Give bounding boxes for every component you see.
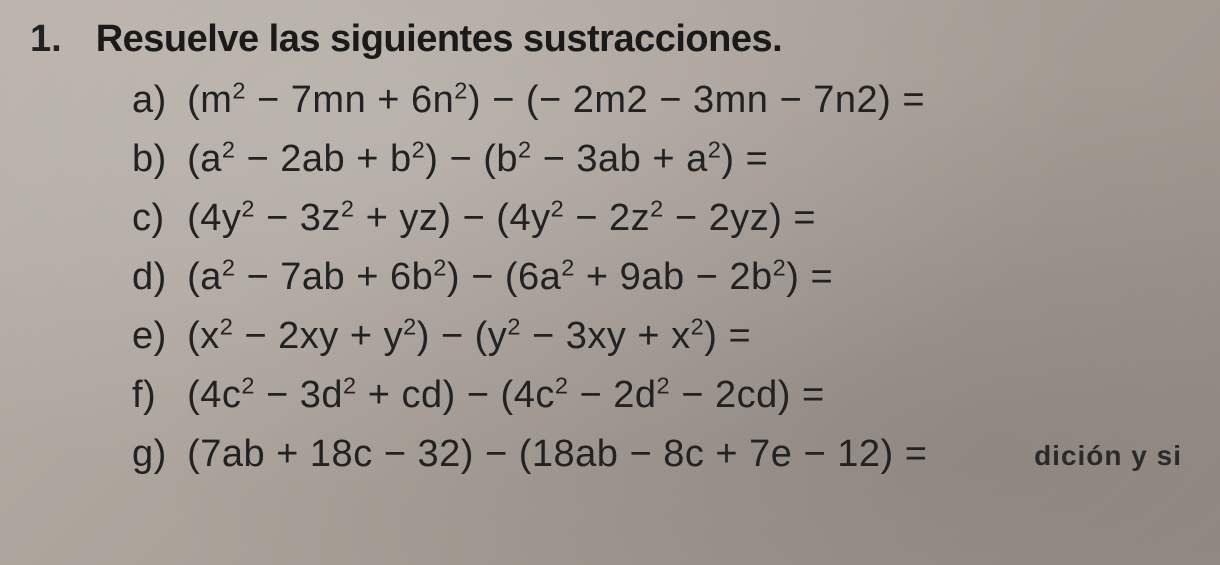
title-row: 1. Resuelve las siguientes sustracciones…	[30, 18, 1190, 61]
exercise-page: 1. Resuelve las siguientes sustracciones…	[0, 0, 1220, 476]
problem-a: a) (m2 − 7mn + 6n2) − (− 2m2 − 3mn − 7n2…	[132, 79, 1190, 122]
page-bottom-fragment: dición y si	[1034, 440, 1182, 472]
problem-expression: (7ab + 18c − 32) − (18ab − 8c + 7e − 12)…	[187, 433, 927, 475]
problem-label: b)	[132, 138, 176, 181]
problem-e: e) (x2 − 2xy + y2) − (y2 − 3xy + x2) =	[132, 315, 1190, 358]
problem-expression: (a2 − 7ab + 6b2) − (6a2 + 9ab − 2b2) =	[187, 256, 833, 298]
problem-f: f) (4c2 − 3d2 + cd) − (4c2 − 2d2 − 2cd) …	[132, 374, 1190, 417]
problem-expression: (4y2 − 3z2 + yz) − (4y2 − 2z2 − 2yz) =	[187, 197, 816, 239]
problem-d: d) (a2 − 7ab + 6b2) − (6a2 + 9ab − 2b2) …	[132, 256, 1190, 299]
problems-list: a) (m2 − 7mn + 6n2) − (− 2m2 − 3mn − 7n2…	[30, 79, 1190, 476]
problem-label: g)	[132, 433, 176, 476]
problem-label: d)	[132, 256, 176, 299]
problem-expression: (4c2 − 3d2 + cd) − (4c2 − 2d2 − 2cd) =	[187, 374, 825, 416]
exercise-title: Resuelve las siguientes sustracciones.	[96, 18, 782, 61]
exercise-number: 1.	[30, 18, 62, 61]
problem-label: e)	[132, 315, 176, 358]
problem-b: b) (a2 − 2ab + b2) − (b2 − 3ab + a2) =	[132, 138, 1190, 181]
problem-label: f)	[132, 374, 176, 417]
problem-expression: (m2 − 7mn + 6n2) − (− 2m2 − 3mn − 7n2) =	[187, 79, 925, 121]
problem-label: c)	[132, 197, 176, 240]
problem-c: c) (4y2 − 3z2 + yz) − (4y2 − 2z2 − 2yz) …	[132, 197, 1190, 240]
problem-expression: (x2 − 2xy + y2) − (y2 − 3xy + x2) =	[187, 315, 751, 357]
problem-g: g) (7ab + 18c − 32) − (18ab − 8c + 7e − …	[132, 433, 1190, 476]
problem-expression: (a2 − 2ab + b2) − (b2 − 3ab + a2) =	[187, 138, 768, 180]
problem-label: a)	[132, 79, 176, 122]
